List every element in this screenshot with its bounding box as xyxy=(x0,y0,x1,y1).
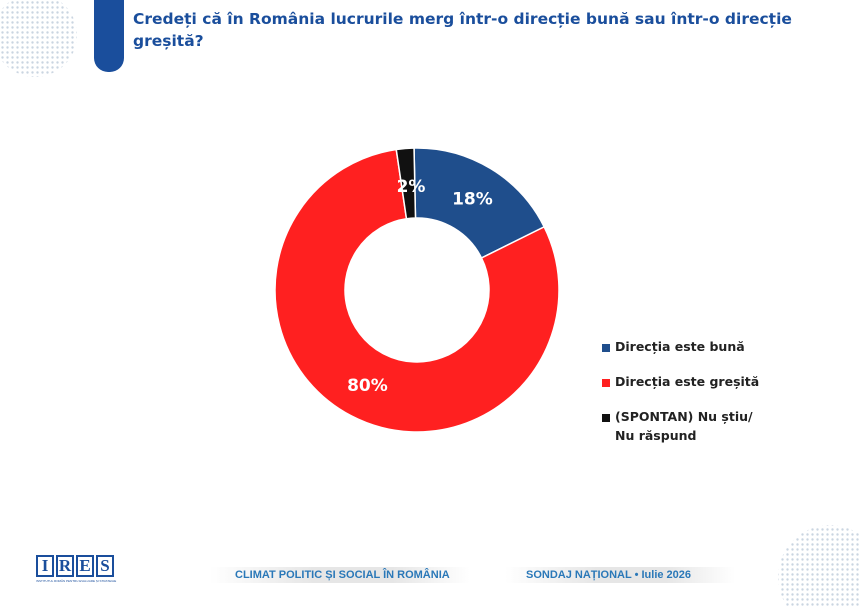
footer-left-text: CLIMAT POLITIC ȘI SOCIAL ÎN ROMÂNIA xyxy=(235,569,450,581)
decorative-dots-bottom-right xyxy=(778,525,860,607)
ires-logo: I R E S INSTITUTUL ROMÂN PENTRU EVALUARE… xyxy=(36,555,116,589)
slice-label: 18% xyxy=(452,189,493,209)
slice-label: 80% xyxy=(347,376,388,396)
legend-item-nu-stiu: (SPONTAN) Nu știu/ Nu răspund xyxy=(602,409,842,445)
donut-slice xyxy=(413,147,546,259)
donut-slice xyxy=(395,147,417,220)
legend-item-directia-buna: Direcția este bună xyxy=(602,339,842,356)
footer-band-left xyxy=(210,567,470,583)
logo-letter: S xyxy=(96,555,114,577)
legend-label: (SPONTAN) Nu știu/ Nu răspund xyxy=(615,409,753,443)
legend-swatch-red xyxy=(602,379,610,387)
slice-label: 2% xyxy=(397,177,426,197)
legend-label: Direcția este bună xyxy=(615,339,745,354)
legend-swatch-blue xyxy=(602,344,610,352)
legend-item-directia-gresita: Direcția este greșită xyxy=(602,374,842,391)
donut-slice xyxy=(274,148,560,433)
logo-letter: R xyxy=(56,555,74,577)
footer-right-text: SONDAJ NAȚIONAL • Iulie 2026 xyxy=(526,569,692,581)
page-title: Credeți că în România lucrurile merg înt… xyxy=(133,10,792,50)
footer-band-right xyxy=(505,567,735,583)
title-accent-bar xyxy=(94,0,124,72)
decorative-dots-top-left xyxy=(0,0,77,77)
logo-subtitle: INSTITUTUL ROMÂN PENTRU EVALUARE ȘI STRA… xyxy=(36,579,117,583)
logo-letter: E xyxy=(76,555,94,577)
logo-letter: I xyxy=(36,555,54,577)
legend-label: Direcția este greșită xyxy=(615,374,760,389)
chart-legend: Direcția este bună Direcția este greșită… xyxy=(602,339,842,464)
legend-swatch-black xyxy=(602,414,610,422)
